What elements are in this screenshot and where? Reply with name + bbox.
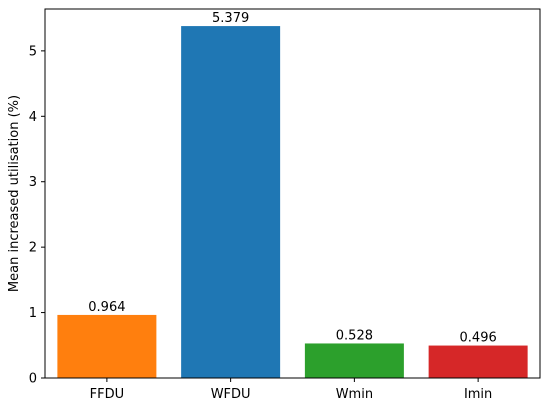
bar-ffdu [57, 314, 157, 378]
data-label-imin: 0.496 [460, 331, 497, 346]
x-tick-label-ffdu: FFDU [90, 387, 124, 402]
plot-frame [44, 8, 541, 379]
y-axis: 0 1 2 3 4 5 [29, 44, 45, 387]
data-label-wmin: 0.528 [336, 328, 373, 343]
x-axis: FFDU WFDU Wmin Imin [90, 378, 492, 402]
y-tick-label-0: 0 [29, 372, 37, 387]
bar-imin [428, 345, 528, 378]
y-tick-label-2: 2 [29, 241, 37, 256]
x-tick-label-imin: Imin [464, 387, 492, 402]
y-axis-title: Mean increased utilisation (%) [7, 95, 22, 292]
bar-wfdu [181, 26, 281, 379]
data-label-ffdu: 0.964 [88, 300, 125, 315]
data-label-wfdu: 5.379 [212, 11, 249, 26]
x-tick-label-wmin: Wmin [336, 387, 373, 402]
y-tick-label-5: 5 [29, 44, 37, 59]
bar-wmin [304, 343, 404, 378]
y-tick-label-1: 1 [29, 306, 37, 321]
x-tick-label-wfdu: WFDU [211, 387, 251, 402]
bars-layer [57, 26, 528, 379]
y-tick-label-4: 4 [29, 110, 37, 125]
y-tick-label-3: 3 [29, 175, 37, 190]
data-labels-layer: 0.964 5.379 0.528 0.496 [88, 11, 496, 345]
